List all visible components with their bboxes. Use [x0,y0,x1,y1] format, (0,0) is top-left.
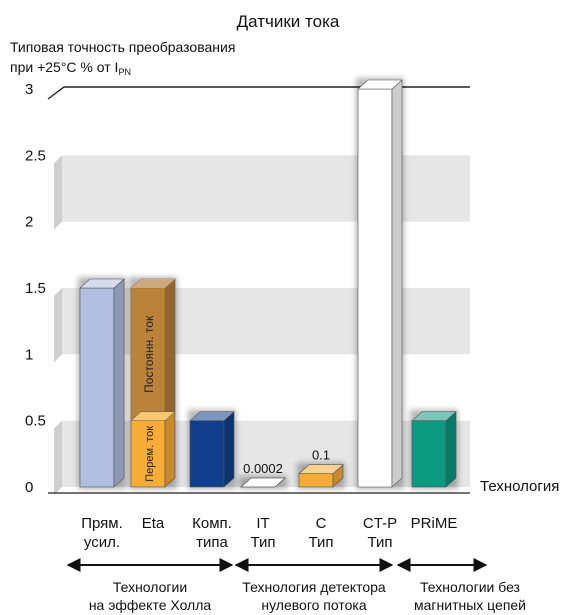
y-axis-ticks: 0 0.5 1 1.5 2 2.5 3 [25,81,46,496]
bar-front [298,473,334,488]
segment-label: Постоянн. ток [142,315,156,393]
bar-front [411,420,447,488]
x-tick-label-line2: Тип [367,534,392,551]
bar-top [298,464,344,475]
x-tick-label: PRiME [411,515,458,532]
y-tick-label: 2 [25,214,33,231]
bar-side [391,79,403,488]
plot-frame [47,86,470,494]
bar-top [189,411,235,421]
bar-group [356,78,404,489]
bar-upper-segment-top [131,279,175,288]
grid-band-side [54,288,62,363]
bar-front [79,287,115,488]
y-axis-label-subscript: PN [118,67,131,77]
grid-band [62,155,470,222]
bar-top [411,411,457,421]
x-tick-label: Прям. [81,515,123,532]
x-tick-label-line2: типа [196,534,228,551]
y-tick-label: 0 [25,479,33,496]
x-tick-label-line2: Тип [250,534,275,551]
plot-top-line [47,86,470,100]
x-axis-label: Технология [480,478,559,495]
data-label: 0.0002 [243,461,283,476]
x-tick-label-line2: усил. [84,534,120,551]
group-label-line2: на эффекте Холла [89,597,212,613]
bar-segment-divider [130,411,176,421]
grid-band-side [54,155,62,230]
bar-group: 0.1 [297,448,345,489]
y-tick-label: 1 [25,346,33,363]
y-tick-label: 3 [25,81,33,98]
x-tick-label: Eta [142,515,165,532]
chart-title: Датчики тока [237,12,340,31]
bar-side [445,410,457,488]
bar-group [78,277,126,489]
y-tick-label: 1.5 [25,280,46,297]
y-axis-label-line2-text: при +25°C % от I [10,59,118,75]
x-tick-label: C [316,515,327,532]
x-tick-label: CT-P [363,515,397,532]
data-label: 0.1 [312,448,330,463]
bar-top [79,278,125,289]
x-tick-label: Комп. [192,515,232,532]
group-label-line2: нулевого потока [261,597,366,613]
bar-group: Перем. ток Постоянн. ток [129,277,177,489]
technology-groups: Технологии на эффекте Холла Технология дет… [66,558,526,613]
bar-front [189,420,225,488]
bar-side [223,410,235,488]
bars: Перем. ток Постоянн. ток 0.0002 0.1 [78,78,458,489]
x-axis-labels: Прям. усил. Eta Комп. типа IT Тип C Тип CT-P Тип PR… [81,515,457,551]
y-tick-label: 2.5 [25,147,46,164]
bar-upper-segment-side [165,279,175,421]
bar-group [410,409,458,489]
y-axis-label-line1: Типовая точность преобразования [10,39,235,55]
bar-group [188,409,236,489]
group-label: Технология детектора [242,579,386,595]
x-tick-label: IT [256,515,269,532]
segment-label: Перем. ток [144,426,156,482]
bar-group: 0.0002 [239,461,287,489]
bar-front [357,88,393,488]
bar-side [113,278,125,488]
y-axis-label-line2: при +25°C % от IPN [10,59,131,77]
group-label-line2: магнитных цепей [414,597,526,613]
bar-top [357,79,403,90]
bar-top [239,477,287,488]
y-tick-label: 0.5 [25,413,46,430]
group-label: Технологии без [420,579,520,595]
bar-upper-segment [131,288,165,421]
x-tick-label-line2: Тип [308,534,333,551]
group-label: Технологии [113,579,187,595]
grid-band-side [54,420,62,495]
